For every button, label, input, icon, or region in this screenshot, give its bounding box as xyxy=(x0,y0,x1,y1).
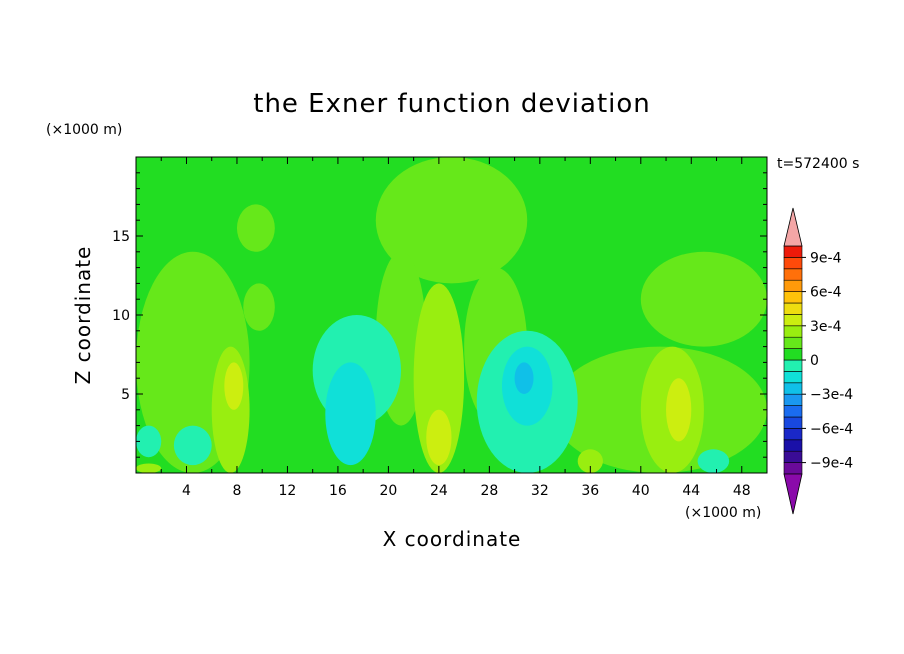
colorbar-segment xyxy=(783,439,803,452)
colorbar-segment xyxy=(783,382,803,395)
colorbar-segment xyxy=(783,291,803,304)
contour-region xyxy=(136,463,162,473)
colorbar-segment xyxy=(783,405,803,418)
x-tick-label: 16 xyxy=(329,483,347,499)
contour-region xyxy=(426,409,452,466)
colorbar-segment xyxy=(783,245,803,258)
contour-region xyxy=(243,283,275,331)
colorbar-under-triangle xyxy=(783,473,803,515)
contour-region xyxy=(325,362,376,466)
y-axis-ticks: 5 10 15 xyxy=(112,172,767,458)
x-tick-label: 12 xyxy=(279,483,297,499)
colorbar-segment xyxy=(783,325,803,338)
colorbar-tick-label: −3e-4 xyxy=(810,387,853,403)
colorbar-tick-label: −9e-4 xyxy=(810,456,853,472)
x-unit-label: (×1000 m) xyxy=(685,505,761,521)
colorbar-segment xyxy=(783,348,803,361)
colorbar-segment xyxy=(783,302,803,315)
contour-region xyxy=(514,362,534,395)
contour-region xyxy=(224,362,244,410)
x-tick-label: 48 xyxy=(733,483,751,499)
colorbar-segment xyxy=(783,314,803,327)
contour-region xyxy=(236,204,275,252)
colorbar-segment xyxy=(783,371,803,384)
colorbar-segment xyxy=(783,336,803,349)
x-tick-label: 40 xyxy=(632,483,650,499)
y-tick-label: 5 xyxy=(121,387,130,403)
colorbar-segment xyxy=(783,428,803,441)
y-tick-label: 15 xyxy=(112,229,130,245)
colorbar-tick-label: 3e-4 xyxy=(810,319,842,335)
y-axis-label: Z coordinate xyxy=(71,246,95,385)
x-tick-label: 8 xyxy=(232,483,241,499)
contour-region xyxy=(577,449,603,473)
contour-region xyxy=(640,251,767,347)
colorbar-tick-label: −6e-4 xyxy=(810,421,853,437)
colorbar-segment xyxy=(783,279,803,292)
colorbar-segment xyxy=(783,359,803,372)
time-label: t=572400 s xyxy=(777,156,859,172)
y-tick-label: 10 xyxy=(112,308,130,324)
contour-field xyxy=(136,157,767,473)
contour-region xyxy=(666,378,692,442)
contour-region xyxy=(413,283,465,473)
x-tick-label: 24 xyxy=(430,483,448,499)
colorbar-segment xyxy=(783,416,803,429)
contour-region xyxy=(375,157,528,284)
y-unit-label: (×1000 m) xyxy=(46,122,122,138)
x-tick-label: 20 xyxy=(379,483,397,499)
colorbar: 9e-4 6e-4 3e-4 0 −3e-4 −6e-4 −9e-4 xyxy=(783,207,853,515)
colorbar-segment xyxy=(783,268,803,281)
colorbar-segment xyxy=(783,257,803,270)
x-tick-label: 32 xyxy=(531,483,549,499)
x-tick-label: 36 xyxy=(581,483,599,499)
colorbar-tick-label: 6e-4 xyxy=(810,285,842,301)
contour-region xyxy=(173,425,212,466)
contour-region xyxy=(136,425,162,458)
colorbar-segment xyxy=(783,450,803,463)
x-tick-label: 28 xyxy=(480,483,498,499)
contour-region xyxy=(697,449,730,473)
x-tick-label: 44 xyxy=(682,483,700,499)
x-axis-ticks: 4 8 12 16 20 24 28 32 36 40 44 48 xyxy=(160,157,751,499)
colorbar-segment xyxy=(783,462,803,475)
colorbar-tick-label: 0 xyxy=(810,353,819,369)
x-axis-label: X coordinate xyxy=(383,527,522,551)
x-tick-label: 4 xyxy=(182,483,191,499)
colorbar-segment xyxy=(783,393,803,406)
chart-title: the Exner function deviation xyxy=(253,89,651,119)
colorbar-tick-label: 9e-4 xyxy=(810,250,842,266)
colorbar-over-triangle xyxy=(783,207,803,247)
